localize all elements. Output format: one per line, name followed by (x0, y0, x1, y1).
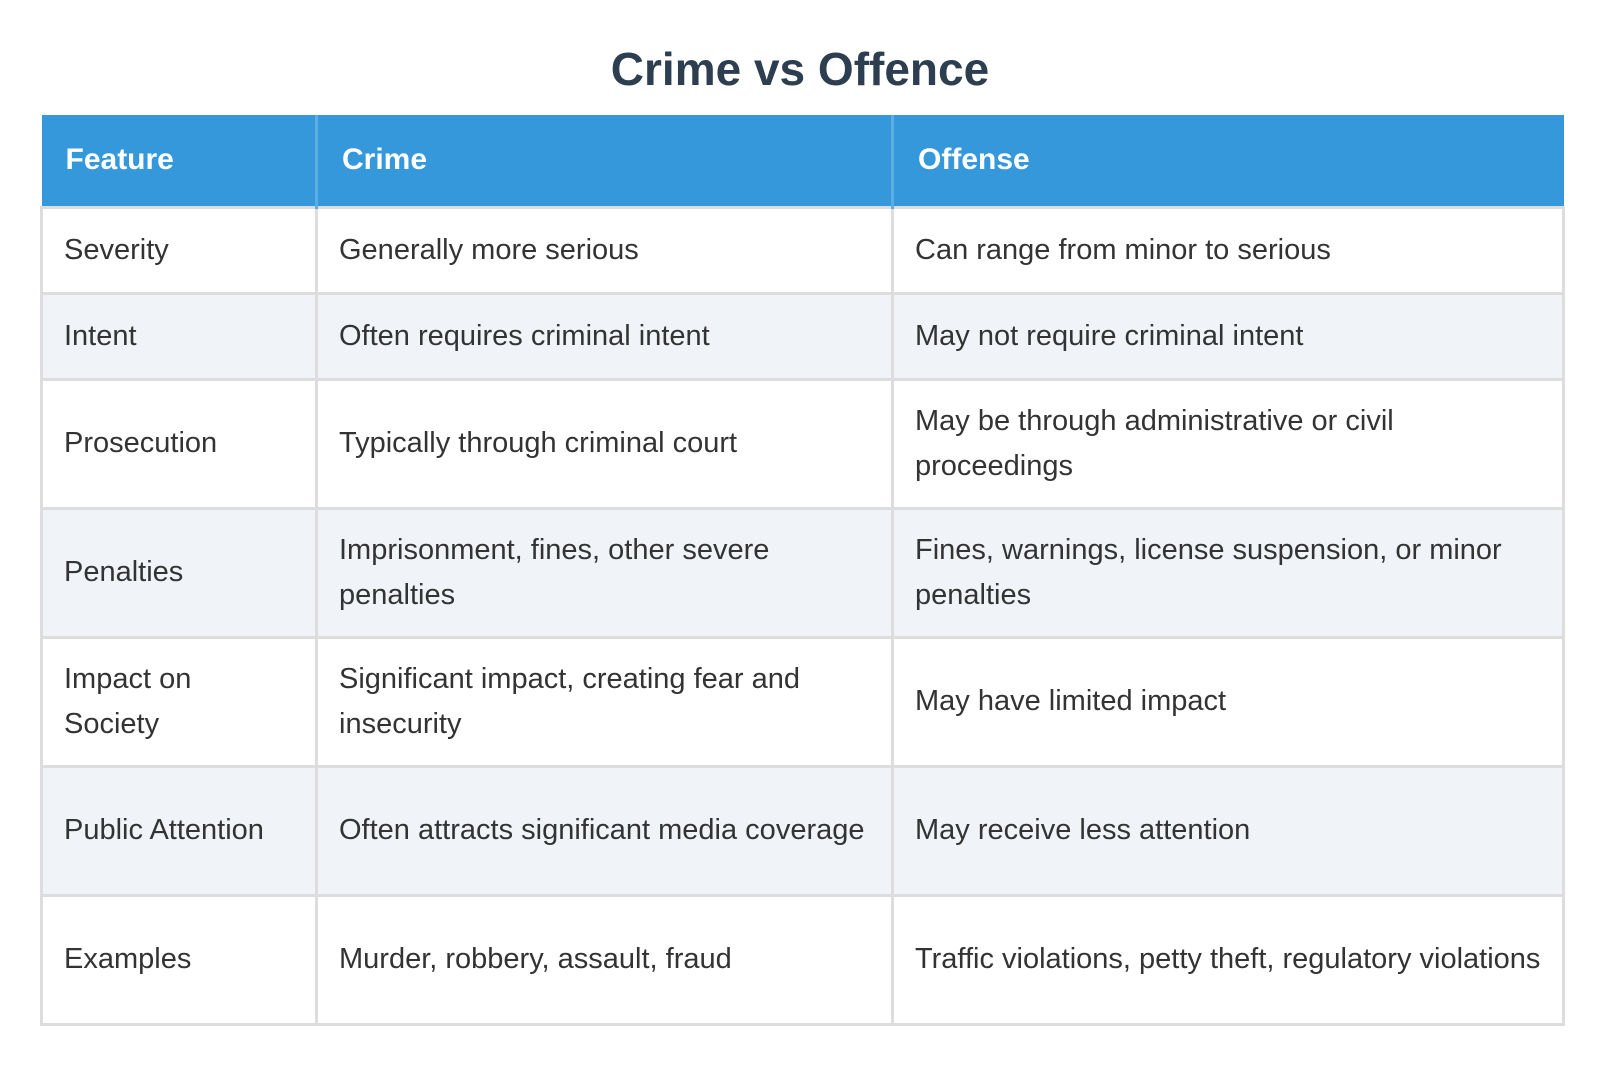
offense-cell: Fines, warnings, license suspension, or … (891, 506, 1565, 639)
crime-cell: Murder, robbery, assault, fraud (315, 893, 894, 1026)
offense-cell: May have limited impact (891, 635, 1565, 768)
header-offense: Offense (892, 115, 1564, 207)
table-row: Intent Often requires criminal intent Ma… (40, 291, 1565, 381)
feature-cell: Impact on Society (40, 635, 318, 768)
crime-cell: Often attracts significant media coverag… (315, 764, 894, 897)
feature-cell: Penalties (40, 506, 318, 639)
crime-cell: Imprisonment, fines, other severe penalt… (315, 506, 894, 639)
feature-cell: Public Attention (40, 764, 318, 897)
table-row: Examples Murder, robbery, assault, fraud… (40, 893, 1565, 1026)
crime-cell: Often requires criminal intent (315, 291, 894, 381)
page-title: Crime vs Offence (610, 43, 990, 95)
comparison-table: Feature Crime Offense Severity Generally… (40, 115, 1565, 1026)
feature-cell: Intent (40, 291, 318, 381)
table-row: Prosecution Typically through criminal c… (40, 377, 1565, 510)
header-crime: Crime (316, 115, 894, 207)
crime-cell: Significant impact, creating fear and in… (315, 635, 894, 768)
table-row: Severity Generally more serious Can rang… (40, 205, 1565, 295)
crime-cell: Generally more serious (315, 205, 894, 295)
table-row: Public Attention Often attracts signific… (40, 764, 1565, 897)
offense-cell: Traffic violations, petty theft, regulat… (891, 893, 1565, 1026)
feature-cell: Severity (40, 205, 318, 295)
feature-cell: Examples (40, 893, 318, 1026)
table-row: Impact on Society Significant impact, cr… (40, 635, 1565, 768)
table-header-row: Feature Crime Offense (41, 115, 1564, 207)
table-row: Penalties Imprisonment, fines, other sev… (40, 506, 1565, 639)
offense-cell: May not require criminal intent (891, 291, 1565, 381)
crime-cell: Typically through criminal court (315, 377, 894, 510)
header-feature: Feature (41, 115, 318, 207)
offense-cell: May be through administrative or civil p… (891, 377, 1565, 510)
offense-cell: Can range from minor to serious (891, 205, 1565, 295)
feature-cell: Prosecution (40, 377, 318, 510)
offense-cell: May receive less attention (891, 764, 1565, 897)
